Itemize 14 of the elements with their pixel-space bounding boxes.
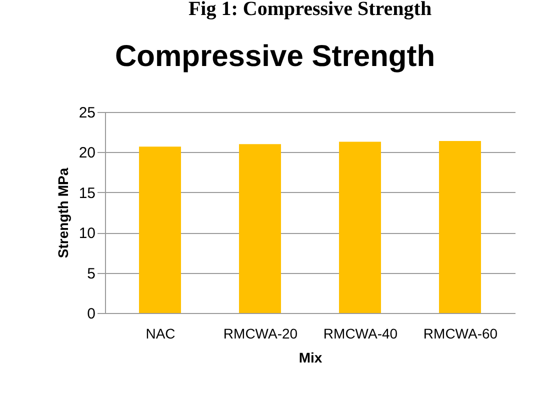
y-tick-label: 25	[78, 104, 96, 122]
y-tick-label: 20	[78, 144, 96, 162]
y-tick-label: 0	[87, 306, 96, 322]
x-axis-title: Mix	[298, 350, 322, 366]
y-tick-label: 10	[78, 225, 96, 242]
y-tick-label: 5	[87, 265, 96, 282]
caption: Fig 1: Compressive Strength	[188, 0, 432, 20]
x-tick-label: RMCWA-60	[423, 326, 498, 342]
x-tick-label: RMCWA-20	[223, 326, 298, 342]
chart-title: Compressive Strength	[114, 40, 436, 73]
x-tick-label: NAC	[146, 326, 176, 342]
x-tick-label: RMCWA-40	[323, 326, 398, 342]
y-axis-title: Strength MPa	[54, 168, 71, 258]
y-tick-label: 15	[78, 184, 96, 202]
